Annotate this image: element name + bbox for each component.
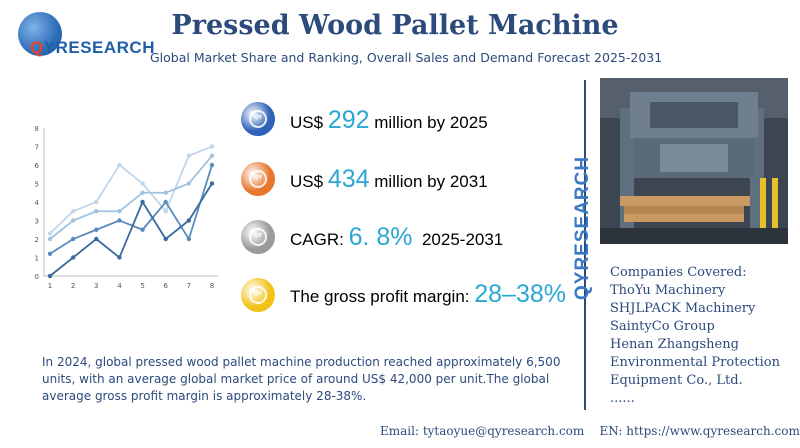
y-tick-label: 6 [35,162,40,170]
stat-badge-icon: QY [241,278,275,312]
series-line [49,155,213,240]
y-tick-label: 7 [35,144,39,152]
vertical-brand-text: QYRESEARCH [572,155,593,300]
data-point [186,236,192,242]
company-item: SaintyCo Group [610,319,715,334]
data-point [186,181,192,186]
data-point [94,227,99,232]
vertical-divider [584,80,586,410]
data-point [70,255,76,260]
data-point [94,209,99,214]
data-point [163,209,168,214]
data-point [186,218,192,223]
data-point [117,209,122,214]
data-point [140,199,145,205]
stat-value: 28–38% [474,280,566,308]
market-description: In 2024, global pressed wood pallet mach… [42,355,561,403]
data-point [70,218,76,223]
y-tick-label: 4 [35,199,40,207]
data-point [70,209,76,214]
stat-badge-icon: QY [241,102,275,136]
company-item: ...... [610,391,635,406]
decorative-line-chart: 0 1 2 3 4 5 6 7 8 1 2 3 4 5 6 7 8 [35,125,218,290]
stat-value: 6. 8% [348,223,413,251]
series-line [49,164,213,255]
companies-covered: Companies Covered: ThoYu Machinery SHJLP… [610,264,798,408]
data-point [186,153,192,158]
company-item: Henan Zhangsheng [610,337,739,352]
data-point [209,162,215,168]
data-point [94,199,99,205]
stat-value: 292 [327,106,370,134]
x-tick-label: 5 [140,282,144,290]
data-point [163,190,168,195]
data-point [47,231,53,236]
data-point [117,218,122,223]
data-point [47,236,53,242]
machine-photo [600,78,788,244]
data-point [140,227,145,232]
data-point [47,251,53,256]
company-item: ThoYu Machinery [610,283,726,298]
y-tick-label: 8 [35,125,39,133]
logo-text: QYRESEARCH [30,38,155,57]
stat-market-2025: US$ 292 million by 2025 [290,106,488,134]
y-tick-label: 2 [35,236,39,244]
x-tick-label: 4 [117,282,122,290]
page-subtitle: Global Market Share and Ranking, Overall… [150,50,663,65]
series-line [49,183,213,277]
company-item: SHJLPACK Machinery [610,301,756,316]
stat-cagr: CAGR: 6. 8% 2025-2031 [290,223,504,251]
globe-icon [18,12,62,56]
y-tick-label: 3 [35,218,39,226]
x-tick-label: 1 [48,282,52,290]
footer-website: EN: https://www.qyresearch.com [599,424,800,438]
footer: Email: tytaoyue@qyresearch.com EN: https… [380,424,800,438]
stat-badge-icon: QY [241,220,275,254]
x-tick-label: 8 [210,282,214,290]
data-point [117,255,122,260]
page-title: Pressed Wood Pallet Machine [171,10,619,41]
footer-email: Email: tytaoyue@qyresearch.com [380,424,585,438]
data-point [163,236,168,242]
data-point [209,144,215,149]
data-point [94,236,99,242]
stat-gross-margin: The gross profit margin: 28–38% [290,280,566,308]
data-point [209,181,215,186]
data-point [117,162,122,168]
y-tick-label: 0 [35,273,39,281]
data-point [47,273,53,279]
y-tick-label: 1 [35,255,39,263]
data-point [140,190,145,195]
x-tick-label: 3 [94,282,98,290]
series-line [49,145,213,235]
stat-market-2031: US$ 434 million by 2031 [290,165,488,193]
y-tick-label: 5 [35,181,39,189]
x-tick-label: 6 [163,282,168,290]
data-point [163,199,168,205]
qyresearch-logo: QYRESEARCH [18,12,154,62]
stat-value: 434 [327,165,370,193]
company-item: Equipment Co., Ltd. [610,373,743,388]
stat-badge-icon: QY [241,162,275,196]
company-item: Environmental Protection [610,355,781,370]
companies-heading: Companies Covered: [610,265,747,280]
data-point [209,153,215,158]
data-point [70,236,76,242]
data-point [140,181,145,186]
x-tick-label: 2 [71,282,75,290]
x-tick-label: 7 [187,282,191,290]
